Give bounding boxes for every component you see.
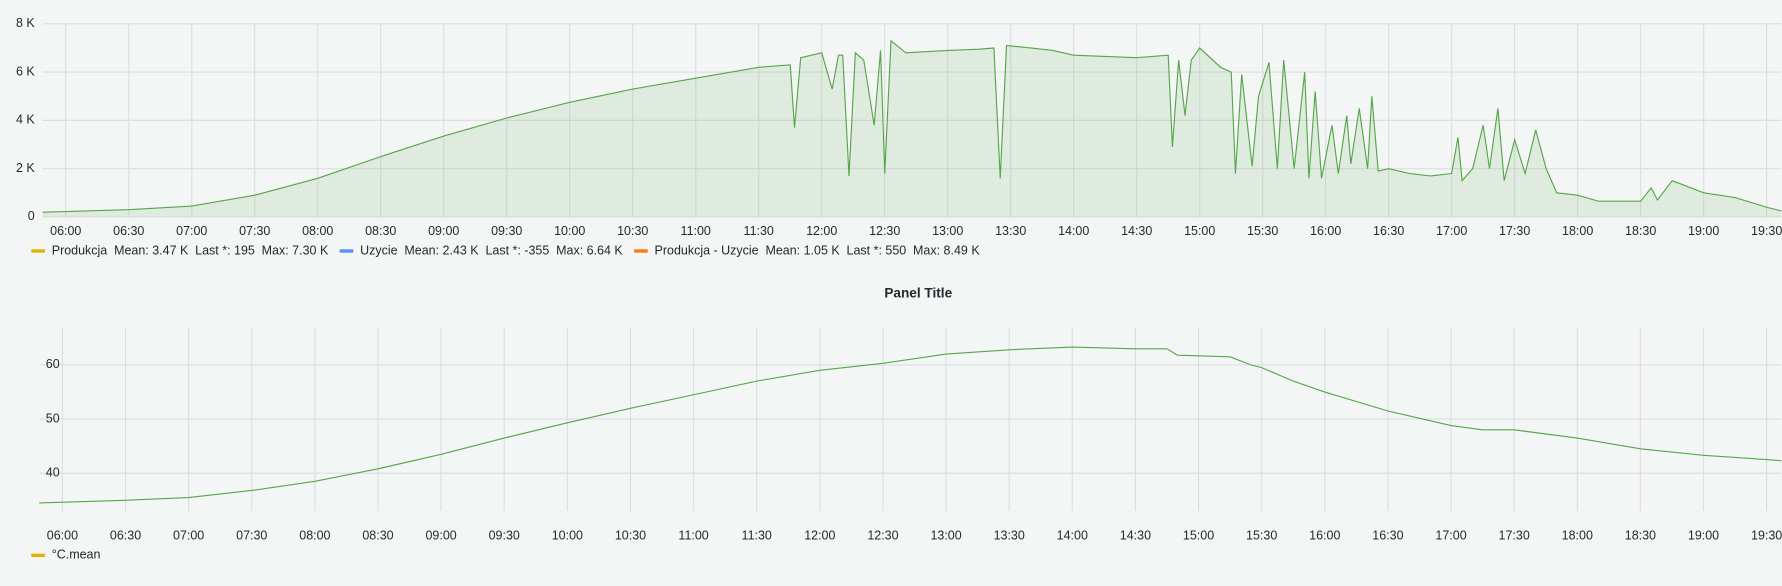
x-tick-label: 09:30	[491, 224, 522, 238]
x-tick-label: 19:00	[1688, 224, 1719, 238]
legend-stat: Max: 7.30 K	[262, 243, 329, 257]
x-tick-label: 18:30	[1625, 528, 1656, 542]
x-tick-label: 06:00	[50, 224, 81, 238]
x-tick-label: 17:00	[1435, 528, 1466, 542]
x-tick-label: 11:00	[678, 528, 708, 542]
x-tick-label: 12:30	[869, 224, 900, 238]
x-tick-label: 10:00	[554, 224, 585, 238]
x-tick-label: 16:00	[1310, 224, 1341, 238]
x-tick-label: 19:00	[1688, 528, 1719, 542]
legend-stat: Mean: 3.47 K	[114, 243, 189, 257]
x-tick-label: 09:30	[489, 528, 520, 542]
x-tick-label: 11:00	[681, 224, 711, 238]
x-tick-label: 06:00	[47, 528, 78, 542]
line	[39, 346, 1782, 504]
x-tick-label: 07:00	[173, 528, 204, 542]
x-tick-label: 18:30	[1625, 224, 1656, 238]
x-tick-label: 15:00	[1183, 528, 1214, 542]
legend-name[interactable]: °C.mean	[52, 548, 101, 562]
x-tick-label: 15:00	[1184, 224, 1215, 238]
legend-stat: Last *: 195	[195, 243, 255, 257]
y-tick-label: 60	[46, 357, 60, 371]
x-tick-label: 09:00	[428, 224, 459, 238]
x-tick-label: 07:30	[239, 224, 270, 238]
y-tick-label: 6 K	[16, 64, 35, 78]
x-tick-label: 19:30	[1751, 224, 1782, 238]
x-tick-label: 17:30	[1499, 224, 1530, 238]
legend-stat: Last *: -355	[485, 243, 549, 257]
x-tick-label: 11:30	[742, 528, 772, 542]
x-tick-label: 07:30	[236, 528, 267, 542]
x-tick-label: 06:30	[110, 528, 141, 542]
x-tick-label: 13:30	[994, 528, 1025, 542]
x-tick-label: 12:30	[867, 528, 898, 542]
x-tick-label: 17:00	[1436, 224, 1467, 238]
x-tick-label: 08:00	[302, 224, 333, 238]
x-tick-label: 18:00	[1562, 224, 1593, 238]
x-tick-label: 15:30	[1247, 224, 1278, 238]
x-tick-label: 09:00	[425, 528, 456, 542]
legend-stat: Last *: 550	[847, 243, 907, 257]
x-tick-label: 10:30	[615, 528, 646, 542]
x-tick-label: 14:30	[1121, 224, 1152, 238]
x-tick-label: 08:30	[365, 224, 396, 238]
x-tick-label: 15:30	[1246, 528, 1277, 542]
x-tick-label: 08:30	[362, 528, 393, 542]
x-tick-label: 10:00	[552, 528, 583, 542]
panel-title: Panel Title	[884, 286, 952, 301]
legend-name[interactable]: Produkcja - Uzycie	[655, 243, 759, 257]
legend-stat: Max: 6.64 K	[556, 243, 623, 257]
legend-swatch	[31, 553, 45, 558]
x-tick-label: 16:30	[1372, 528, 1403, 542]
x-tick-label: 14:00	[1057, 528, 1088, 542]
legend-stat: Max: 8.49 K	[913, 243, 980, 257]
legend-swatch	[31, 249, 45, 253]
x-tick-label: 12:00	[804, 528, 835, 542]
y-tick-label: 50	[46, 411, 60, 425]
y-tick-label: 2 K	[16, 161, 35, 175]
x-tick-label: 17:30	[1499, 528, 1530, 542]
legend-swatch	[339, 249, 354, 253]
x-tick-label: 16:30	[1373, 224, 1404, 238]
y-tick-label: 4 K	[16, 113, 35, 127]
x-tick-label: 13:30	[995, 224, 1026, 238]
x-tick-label: 12:00	[806, 224, 837, 238]
legend-name[interactable]: Uzycie	[360, 243, 398, 257]
x-tick-label: 18:00	[1562, 528, 1593, 542]
legend-swatch	[634, 249, 648, 253]
legend-stat: Mean: 2.43 K	[404, 243, 479, 257]
y-tick-label: 8 K	[16, 16, 35, 30]
legend-stat: Mean: 1.05 K	[765, 243, 840, 257]
y-tick-label: 0	[28, 209, 35, 223]
x-tick-label: 13:00	[930, 528, 961, 542]
x-tick-label: 14:00	[1058, 224, 1089, 238]
x-tick-label: 16:00	[1309, 528, 1340, 542]
x-tick-label: 07:00	[176, 224, 207, 238]
x-tick-label: 13:00	[932, 224, 963, 238]
x-tick-label: 14:30	[1120, 528, 1151, 542]
x-tick-label: 08:00	[299, 528, 330, 542]
legend-name[interactable]: Produkcja	[52, 243, 108, 257]
x-tick-label: 10:30	[617, 224, 648, 238]
y-tick-label: 40	[46, 465, 60, 479]
x-tick-label: 06:30	[113, 224, 144, 238]
x-tick-label: 11:30	[744, 224, 774, 238]
x-tick-label: 19:30	[1751, 528, 1782, 542]
area	[42, 40, 1782, 217]
line	[42, 39, 1782, 213]
